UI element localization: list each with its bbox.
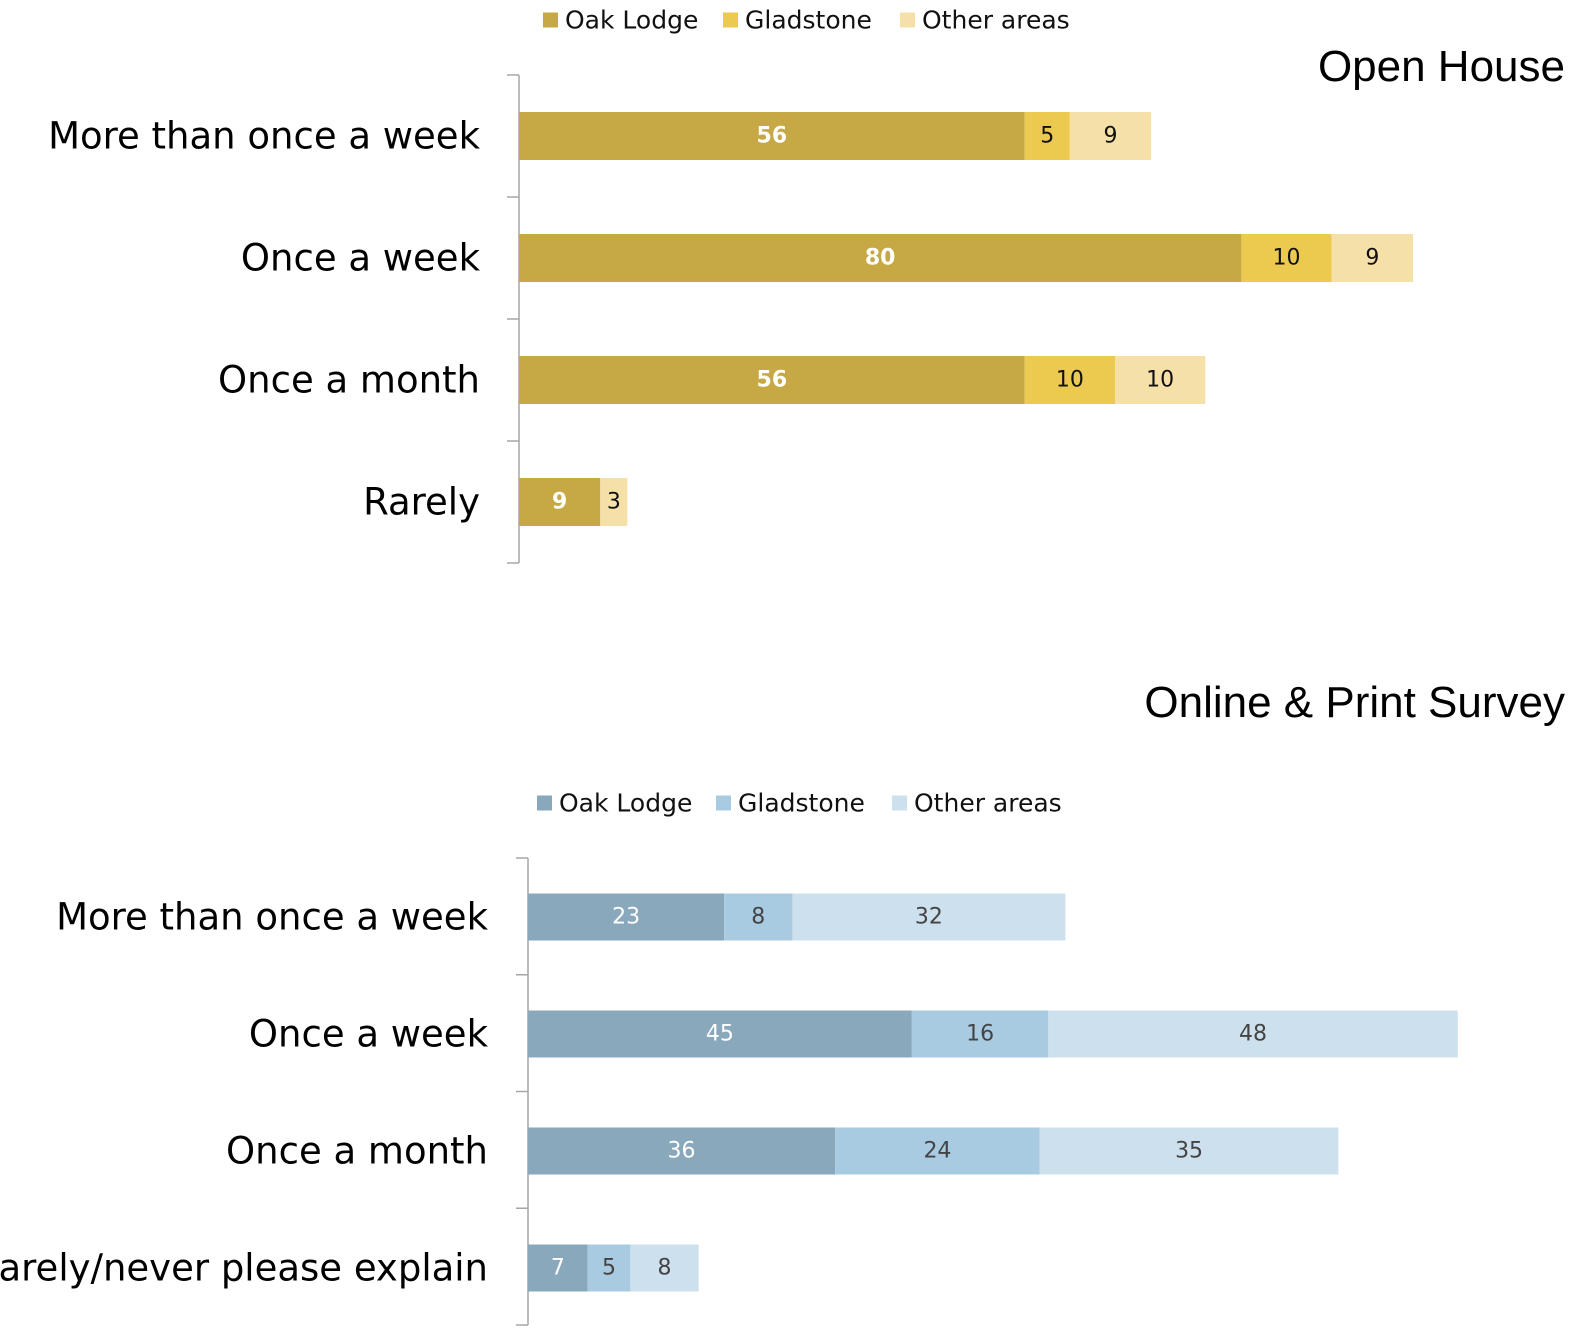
chart1-bar-segment xyxy=(600,478,628,526)
chart-title-open-house: Open House xyxy=(1317,42,1565,91)
chart2-bar-segment xyxy=(1039,1127,1339,1175)
chart1-category-label: More than once a week xyxy=(48,115,481,158)
chart1-bar-segment xyxy=(1024,356,1115,404)
chart2-data-label: 45 xyxy=(706,1022,734,1047)
chart1-data-label: 10 xyxy=(1146,368,1174,393)
chart1-legend-swatch-1 xyxy=(723,12,738,28)
chart1-data-label: 80 xyxy=(865,246,896,271)
chart1-bar-segment xyxy=(519,112,1025,160)
chart-title-online-print-survey: Online & Print Survey xyxy=(1144,678,1565,727)
chart2-bar-segment xyxy=(724,893,793,941)
chart1-legend-swatch-0 xyxy=(543,12,558,28)
chart1-category-label: Once a month xyxy=(218,359,480,402)
chart2-bar-segment xyxy=(835,1127,1040,1175)
chart1-legend-label-2: Other areas xyxy=(922,6,1070,35)
chart2-data-label: 36 xyxy=(668,1139,696,1164)
chart2-data-label: 8 xyxy=(751,905,765,930)
chart2-category-label: More than once a week xyxy=(56,896,489,939)
chart1-category-label: Once a week xyxy=(241,237,481,280)
chart2-bar-segment xyxy=(587,1244,631,1292)
chart2-data-label: 35 xyxy=(1175,1139,1203,1164)
chart1-data-label: 56 xyxy=(757,368,788,393)
chart1-bar-segment xyxy=(1241,234,1332,282)
chart2-legend-swatch-0 xyxy=(537,795,552,811)
chart2-category-label: Once a month xyxy=(226,1130,488,1173)
chart2-data-label: 8 xyxy=(657,1256,671,1281)
chart2-legend-label-2: Other areas xyxy=(914,789,1062,818)
chart2-data-label: 32 xyxy=(915,905,943,930)
chart1-data-label: 5 xyxy=(1040,124,1054,149)
chart2-bar-segment xyxy=(792,893,1066,941)
chart1-bar-segment xyxy=(519,356,1025,404)
chart1-legend-label-1: Gladstone xyxy=(745,6,872,35)
chart2-data-label: 24 xyxy=(923,1139,951,1164)
chart1-bar-segment xyxy=(1024,112,1070,160)
chart2-bar-segment xyxy=(528,1127,836,1175)
chart1-legend-label-0: Oak Lodge xyxy=(565,6,698,35)
chart1-category-label: Rarely xyxy=(363,481,480,524)
chart2-category-label: Rarely/never please explain xyxy=(0,1247,488,1290)
chart2-data-label: 16 xyxy=(966,1022,994,1047)
chart2-category-label: Once a week xyxy=(249,1013,489,1056)
chart2-legend-swatch-2 xyxy=(892,795,907,811)
chart1-bar-segment xyxy=(519,234,1242,282)
chart1-bar-segment xyxy=(1331,234,1413,282)
chart1-legend-swatch-2 xyxy=(900,12,915,28)
chart1-data-label: 9 xyxy=(1103,124,1117,149)
chart2-data-label: 7 xyxy=(551,1256,565,1281)
chart1-data-label: 10 xyxy=(1056,368,1084,393)
chart2-data-label: 5 xyxy=(602,1256,616,1281)
chart2-legend-swatch-1 xyxy=(716,795,731,811)
chart1-bar-segment xyxy=(1069,112,1152,160)
chart2-bar-segment xyxy=(528,893,725,941)
chart2-data-label: 48 xyxy=(1239,1022,1267,1047)
chart2-legend-label-1: Gladstone xyxy=(738,789,865,818)
chart1-bar-segment xyxy=(519,478,601,526)
chart1-data-label: 9 xyxy=(1365,246,1379,271)
chart2-bar-segment xyxy=(528,1244,588,1292)
chart1-data-label: 56 xyxy=(757,124,788,149)
chart2-bar-segment xyxy=(1048,1010,1458,1058)
chart1-bar-segment xyxy=(1114,356,1206,404)
chart2-bar-segment xyxy=(911,1010,1049,1058)
chart2-legend-label-0: Oak Lodge xyxy=(559,789,692,818)
chart1-data-label: 9 xyxy=(552,490,567,515)
chart2-bar-segment xyxy=(528,1010,912,1058)
chart2-data-label: 23 xyxy=(612,905,640,930)
chart1-data-label: 10 xyxy=(1273,246,1301,271)
chart2-bar-segment xyxy=(630,1244,699,1292)
chart1-data-label: 3 xyxy=(607,490,621,515)
